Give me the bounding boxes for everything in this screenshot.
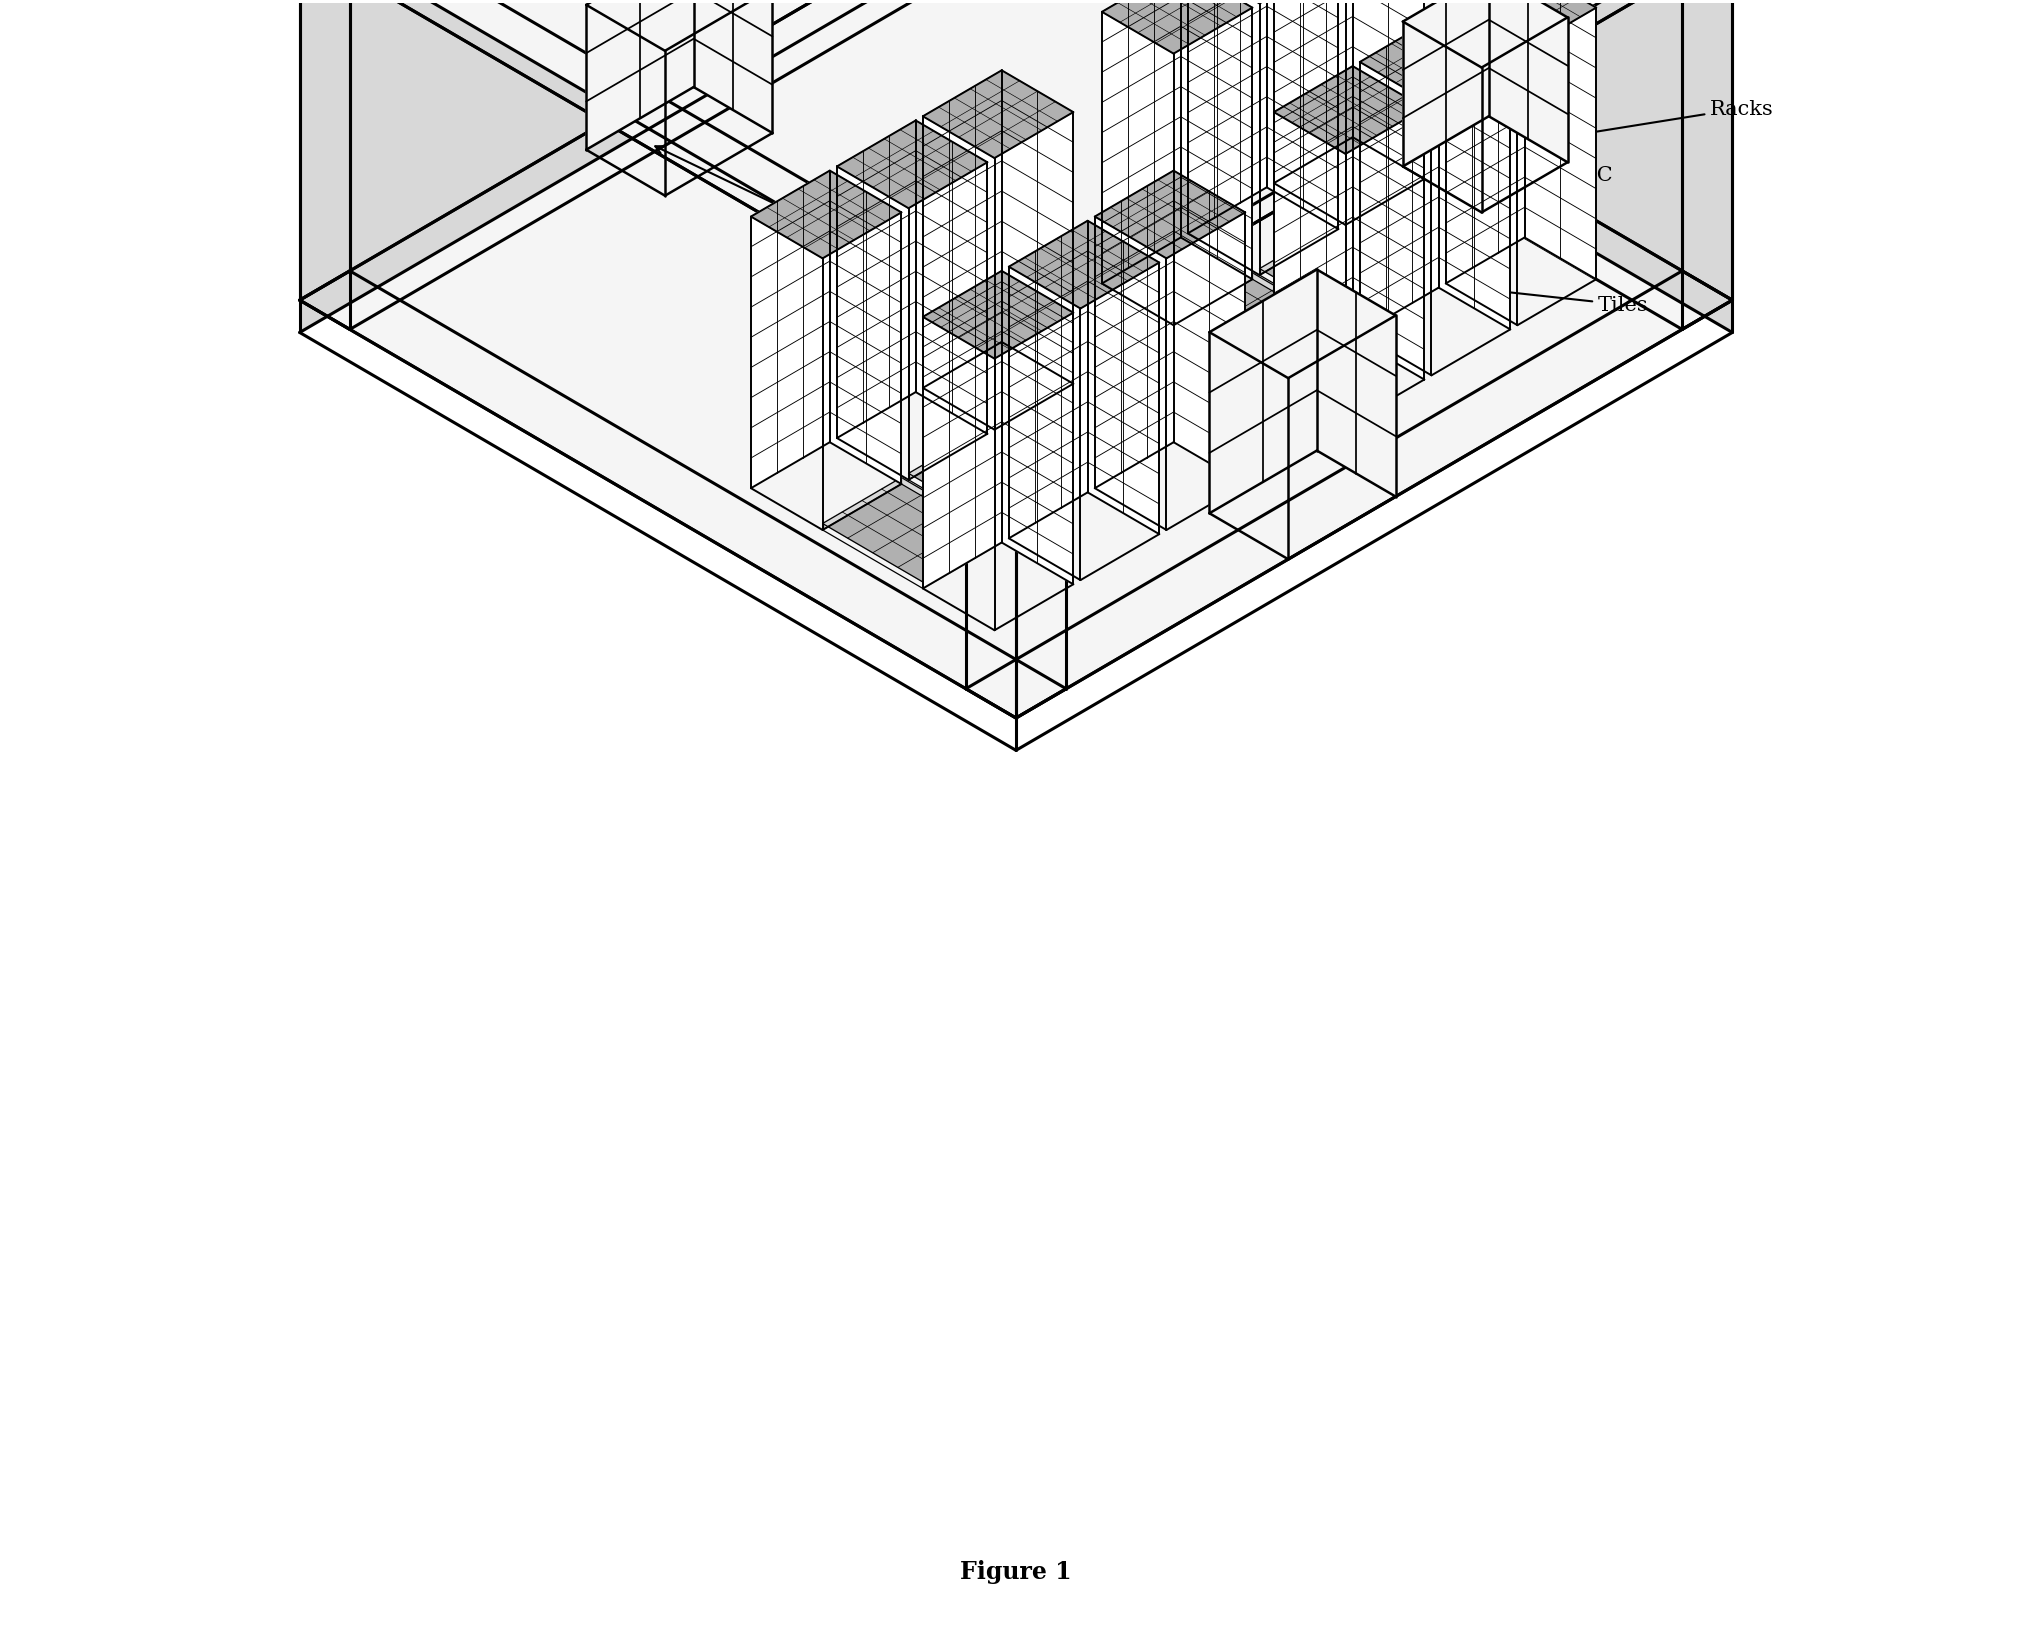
Polygon shape: [837, 121, 988, 209]
Polygon shape: [1002, 72, 1073, 385]
Polygon shape: [1424, 173, 1524, 238]
Polygon shape: [1447, 0, 1524, 284]
Polygon shape: [1209, 271, 1317, 513]
Polygon shape: [299, 0, 350, 302]
Polygon shape: [1353, 67, 1424, 380]
Text: Plenum: Plenum: [654, 147, 959, 284]
Polygon shape: [752, 171, 829, 489]
Polygon shape: [994, 378, 1073, 430]
Polygon shape: [1087, 222, 1160, 535]
Polygon shape: [1353, 0, 1424, 179]
Text: Figure 1: Figure 1: [961, 1560, 1071, 1583]
Polygon shape: [1252, 274, 1353, 339]
Polygon shape: [916, 121, 988, 435]
Polygon shape: [1209, 271, 1396, 378]
Polygon shape: [1489, 0, 1567, 163]
Polygon shape: [1174, 171, 1246, 484]
Polygon shape: [1402, 0, 1567, 68]
Polygon shape: [1073, 378, 1174, 443]
Polygon shape: [1274, 67, 1424, 155]
Polygon shape: [1447, 0, 1597, 54]
Polygon shape: [1101, 0, 1252, 54]
Polygon shape: [299, 0, 1016, 302]
Polygon shape: [1016, 0, 1733, 302]
Polygon shape: [1339, 223, 1439, 289]
Polygon shape: [1345, 173, 1424, 227]
Polygon shape: [1095, 171, 1246, 259]
Polygon shape: [299, 0, 1067, 363]
Polygon shape: [1359, 16, 1510, 104]
Text: Racks: Racks: [1437, 99, 1774, 161]
Polygon shape: [1095, 171, 1174, 489]
Polygon shape: [923, 272, 1073, 360]
Polygon shape: [1101, 0, 1181, 284]
Polygon shape: [902, 478, 1002, 543]
Polygon shape: [1260, 223, 1439, 328]
Polygon shape: [1274, 67, 1353, 385]
Polygon shape: [908, 429, 988, 481]
Polygon shape: [1181, 0, 1252, 280]
Polygon shape: [823, 478, 1002, 582]
Polygon shape: [1008, 222, 1087, 540]
Polygon shape: [585, 0, 693, 150]
Polygon shape: [837, 121, 988, 209]
Polygon shape: [1682, 0, 1733, 302]
Polygon shape: [994, 378, 1174, 482]
Polygon shape: [1524, 0, 1597, 280]
Polygon shape: [1317, 271, 1396, 497]
Polygon shape: [965, 0, 1733, 363]
Polygon shape: [1016, 0, 1733, 333]
Polygon shape: [1008, 222, 1160, 310]
Polygon shape: [1260, 223, 1339, 275]
Polygon shape: [837, 121, 916, 438]
Polygon shape: [1439, 16, 1510, 331]
Polygon shape: [299, 0, 1016, 333]
Polygon shape: [1189, 0, 1339, 5]
Polygon shape: [908, 429, 1087, 533]
Polygon shape: [1189, 0, 1266, 235]
Polygon shape: [923, 272, 1002, 588]
Polygon shape: [1274, 0, 1353, 184]
Polygon shape: [1447, 0, 1597, 54]
Polygon shape: [1008, 222, 1160, 310]
Polygon shape: [923, 72, 1073, 160]
Polygon shape: [752, 171, 902, 259]
Polygon shape: [1359, 16, 1510, 104]
Polygon shape: [585, 0, 772, 52]
Polygon shape: [1274, 67, 1424, 155]
Polygon shape: [988, 429, 1087, 492]
Polygon shape: [823, 478, 902, 531]
Polygon shape: [1189, 0, 1339, 5]
Polygon shape: [829, 171, 902, 484]
Polygon shape: [1002, 272, 1073, 585]
Polygon shape: [1174, 274, 1252, 326]
Polygon shape: [752, 171, 902, 259]
Polygon shape: [923, 272, 1073, 360]
Polygon shape: [923, 72, 1002, 388]
Polygon shape: [923, 72, 1073, 160]
Polygon shape: [1402, 0, 1489, 168]
Polygon shape: [1359, 16, 1439, 334]
Polygon shape: [1345, 173, 1524, 277]
Polygon shape: [1266, 0, 1339, 230]
Polygon shape: [1095, 171, 1246, 259]
Polygon shape: [299, 0, 1733, 344]
Polygon shape: [693, 0, 772, 134]
Polygon shape: [1174, 274, 1353, 378]
Polygon shape: [1101, 0, 1252, 54]
Text: Tiles: Tiles: [1353, 274, 1648, 315]
Text: CRAC: CRAC: [1307, 166, 1613, 323]
Polygon shape: [299, 0, 1733, 719]
